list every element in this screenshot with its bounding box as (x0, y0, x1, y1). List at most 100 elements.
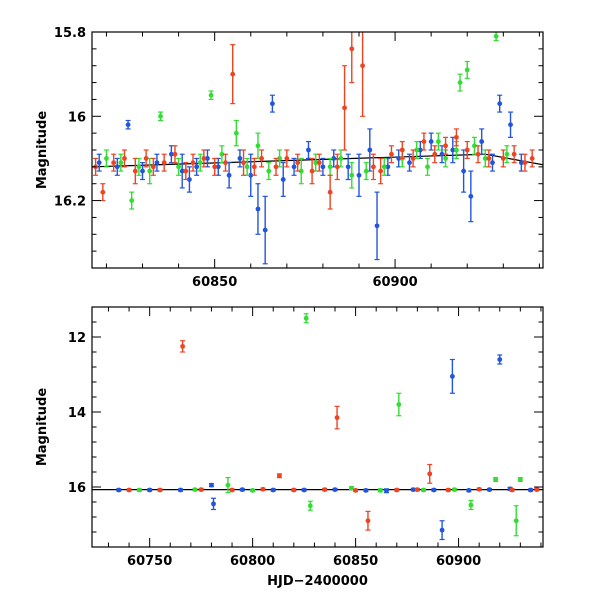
marker (486, 156, 492, 161)
data-point (370, 153, 376, 181)
data-point (445, 487, 451, 493)
marker (439, 527, 445, 533)
data-point (248, 153, 254, 197)
marker (522, 160, 528, 166)
marker (266, 168, 272, 174)
marker (303, 315, 309, 321)
marker (126, 487, 132, 493)
marker (327, 164, 333, 170)
data-point (158, 111, 164, 122)
marker (356, 172, 362, 178)
marker (259, 156, 264, 161)
data-point (513, 505, 519, 537)
marker (309, 168, 315, 174)
data-point (334, 153, 340, 181)
data-point (396, 149, 402, 168)
y-axis-title: Magnitude (35, 388, 50, 467)
marker (233, 130, 239, 136)
data-point (396, 392, 402, 417)
data-point (431, 487, 437, 493)
y-tick-label: 14 (68, 406, 86, 421)
data-point (363, 487, 369, 493)
data-point (114, 157, 120, 176)
data-point (192, 487, 198, 493)
data-point (320, 157, 326, 176)
marker (360, 63, 365, 69)
marker (365, 518, 371, 524)
marker (96, 160, 102, 166)
data-point (421, 132, 427, 151)
data-point (291, 487, 297, 493)
marker (192, 487, 198, 493)
data-point (388, 145, 394, 164)
marker (132, 168, 138, 174)
marker (417, 147, 423, 153)
data-point (303, 313, 309, 324)
marker (428, 139, 434, 144)
marker (443, 156, 448, 161)
marker (244, 164, 250, 170)
data-point (116, 487, 122, 493)
marker (211, 501, 216, 507)
data-point (251, 157, 257, 176)
data-point (414, 140, 420, 160)
marker (487, 487, 492, 493)
marker (399, 147, 405, 153)
data-point (237, 149, 243, 168)
data-point (504, 145, 510, 164)
data-point (103, 149, 109, 168)
marker (136, 487, 142, 493)
data-point (435, 132, 441, 151)
data-point (143, 149, 149, 168)
marker (367, 147, 373, 153)
marker (464, 67, 470, 73)
data-point (204, 149, 210, 168)
data-point (186, 166, 192, 193)
marker (270, 487, 276, 493)
data-point (449, 358, 455, 394)
data-point (457, 73, 463, 92)
data-point (183, 162, 189, 181)
data-point (132, 157, 138, 185)
marker (396, 156, 402, 161)
marker (534, 487, 540, 493)
data-point (269, 94, 275, 113)
marker (229, 487, 235, 493)
marker (445, 487, 451, 493)
data-point (154, 153, 160, 172)
data-point (255, 183, 261, 235)
data-point (178, 487, 184, 493)
data-point (517, 477, 523, 482)
data-point (471, 136, 477, 155)
data-point (334, 405, 340, 430)
marker (230, 71, 236, 77)
y-axis-title: Magnitude (35, 111, 50, 190)
data-point (295, 153, 301, 172)
marker (331, 156, 337, 161)
data-point (451, 487, 457, 493)
marker (313, 160, 319, 166)
data-point (309, 157, 315, 185)
data-point (208, 90, 214, 101)
marker (407, 160, 412, 166)
marker (509, 487, 515, 493)
data-point (201, 149, 207, 168)
marker (349, 46, 355, 52)
data-point (284, 149, 290, 168)
data-point (338, 149, 344, 168)
marker (262, 227, 268, 233)
marker (529, 156, 535, 161)
data-point (367, 128, 373, 172)
data-point (365, 510, 371, 531)
marker (464, 147, 470, 153)
marker (334, 415, 340, 421)
x-tick-label: 60750 (127, 554, 172, 569)
data-point (280, 162, 286, 197)
marker (371, 164, 376, 170)
data-point (356, 153, 362, 197)
marker (500, 156, 506, 161)
data-point (410, 149, 416, 168)
y-tick-label: 16 (68, 110, 86, 125)
marker (209, 482, 214, 488)
marker (129, 198, 135, 203)
